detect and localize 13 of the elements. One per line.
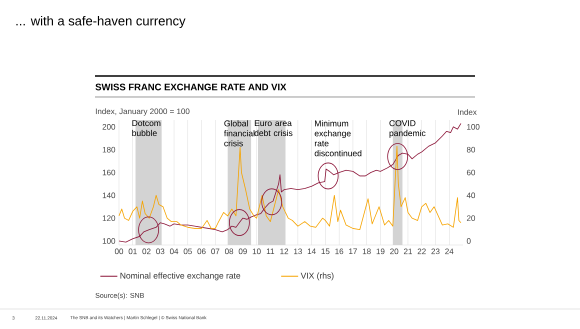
point: [387, 143, 408, 170]
chart-title: SWISS FRANC EXCHANGE RATE AND VIX: [95, 84, 286, 90]
legend-label: VIX (rhs): [300, 272, 334, 280]
text: ... with a safe-haven currency: [16, 16, 186, 28]
band-label: Global financial crisis: [224, 120, 254, 146]
band-label: Dotcom bubble: [132, 120, 160, 136]
point: [261, 188, 282, 216]
band-label: COVID pandemic: [389, 120, 426, 138]
point: [138, 216, 159, 244]
annotation: Minimum exchange rate discontinued: [314, 120, 362, 156]
point: [229, 209, 250, 236]
band-label: Euro area debt crisis: [254, 120, 292, 136]
legend-label: Nominal effective exchange rate: [120, 272, 240, 280]
